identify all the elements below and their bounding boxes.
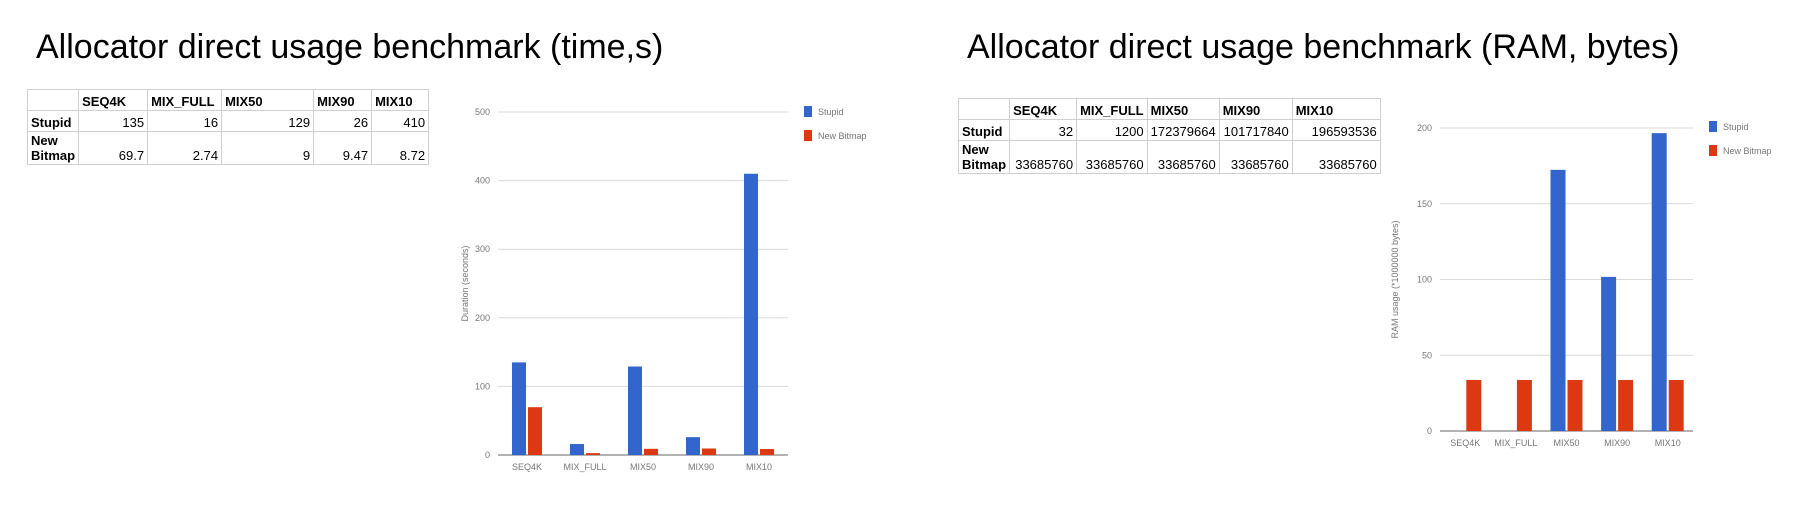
x-tick-label: MIX50 xyxy=(630,462,656,472)
legend-label: New Bitmap xyxy=(1723,146,1772,156)
table-cell: 26 xyxy=(313,110,373,132)
table-cell: 9 xyxy=(221,131,315,165)
time-bar-chart: 0 100 200 300 400 500 SEQ4K MIX_FULL MIX50 MIX90 M… xyxy=(460,106,867,472)
legend-swatch-stupid xyxy=(804,106,812,117)
legend-swatch-new-bitmap xyxy=(804,130,812,141)
table-header-cell: SEQ4K xyxy=(78,89,149,111)
bar-new-bitmap xyxy=(760,449,774,455)
y-tick-label: 100 xyxy=(475,381,490,391)
y-tick-label: 300 xyxy=(475,244,490,254)
y-tick-label: 400 xyxy=(475,176,490,186)
table-cell: 8.72 xyxy=(371,131,430,165)
table-header-cell: MIX90 xyxy=(1218,98,1293,120)
bar-new-bitmap xyxy=(702,448,716,455)
table-cell: 2.74 xyxy=(147,131,223,165)
row-label: Stupid xyxy=(26,110,80,132)
table-header-cell: MIX_FULL xyxy=(147,89,223,111)
bar-new-bitmap xyxy=(1668,379,1684,431)
table-header-row: SEQ4K MIX_FULL MIX50 MIX90 MIX10 xyxy=(26,89,430,111)
legend-swatch-stupid xyxy=(1709,121,1717,132)
y-tick-label: 0 xyxy=(485,450,490,460)
bar-new-bitmap xyxy=(1466,379,1482,431)
table-row: Stupid 135 16 129 26 410 xyxy=(26,110,430,132)
table-cell: 33685760 xyxy=(1076,140,1148,174)
table-header-cell: MIX50 xyxy=(221,89,315,111)
time-table: SEQ4K MIX_FULL MIX50 MIX90 MIX10 Stupid … xyxy=(26,89,430,165)
bar-new-bitmap xyxy=(1516,379,1532,431)
x-tick-label: MIX_FULL xyxy=(1494,438,1537,448)
bar-new-bitmap xyxy=(1618,379,1634,431)
y-tick-label: 150 xyxy=(1417,199,1432,209)
table-cell: 129 xyxy=(221,110,315,132)
y-tick-label: 100 xyxy=(1417,275,1432,285)
x-tick-label: MIX10 xyxy=(746,462,772,472)
y-tick-label: 200 xyxy=(1417,123,1432,133)
table-cell: 33685760 xyxy=(1146,140,1220,174)
bar-stupid xyxy=(1651,133,1667,431)
row-label: New Bitmap xyxy=(26,131,80,165)
bar-new-bitmap xyxy=(1567,379,1583,431)
table-row: New Bitmap 33685760 33685760 33685760 33… xyxy=(957,140,1381,174)
table-header-cell: SEQ4K xyxy=(1009,98,1078,120)
y-tick-label: 0 xyxy=(1427,426,1432,436)
table-cell: 16 xyxy=(147,110,223,132)
bar-stupid xyxy=(570,444,584,455)
x-tick-label: SEQ4K xyxy=(512,462,542,472)
x-tick-label: MIX_FULL xyxy=(563,462,606,472)
chart-title-ram: Allocator direct usage benchmark (RAM, b… xyxy=(967,28,1680,66)
bar-new-bitmap xyxy=(586,453,600,455)
table-header-cell: MIX90 xyxy=(313,89,373,111)
table-row: New Bitmap 69.7 2.74 9 9.47 8.72 xyxy=(26,131,430,165)
table-cell: 1200 xyxy=(1076,119,1148,141)
chart-title-time: Allocator direct usage benchmark (time,s… xyxy=(36,28,664,66)
row-label: New Bitmap xyxy=(957,140,1011,174)
table-header-cell xyxy=(26,89,80,111)
table-cell: 9.47 xyxy=(313,131,373,165)
table-header-cell: MIX10 xyxy=(1291,98,1381,120)
legend-label: New Bitmap xyxy=(818,131,867,141)
table-cell: 33685760 xyxy=(1291,140,1381,174)
bar-new-bitmap xyxy=(528,407,542,455)
ram-table: SEQ4K MIX_FULL MIX50 MIX90 MIX10 Stupid … xyxy=(957,98,1381,174)
bar-stupid xyxy=(686,437,700,455)
table-row: Stupid 32 1200 172379664 101717840 19659… xyxy=(957,119,1381,141)
table-header-cell: MIX10 xyxy=(371,89,430,111)
table-cell: 172379664 xyxy=(1146,119,1220,141)
row-label: Stupid xyxy=(957,119,1011,141)
bar-new-bitmap xyxy=(644,448,658,455)
table-header-row: SEQ4K MIX_FULL MIX50 MIX90 MIX10 xyxy=(957,98,1381,120)
y-tick-label: 500 xyxy=(475,107,490,117)
ram-bar-chart: 0 50 100 150 200 SEQ4K MIX_FULL MIX50 MIX90 MIX10… xyxy=(1390,121,1772,448)
bar-stupid xyxy=(628,366,642,455)
table-cell: 69.7 xyxy=(78,131,149,165)
table-cell: 33685760 xyxy=(1009,140,1078,174)
table-cell: 32 xyxy=(1009,119,1078,141)
x-tick-label: SEQ4K xyxy=(1450,438,1480,448)
x-tick-label: MIX50 xyxy=(1553,438,1579,448)
bar-stupid xyxy=(1601,276,1617,431)
y-axis-label: Duration (seconds) xyxy=(460,245,470,321)
table-header-cell: MIX_FULL xyxy=(1076,98,1148,120)
legend-label: Stupid xyxy=(1723,122,1749,132)
table-cell: 196593536 xyxy=(1291,119,1381,141)
table-cell: 33685760 xyxy=(1218,140,1293,174)
legend-swatch-new-bitmap xyxy=(1709,145,1717,156)
x-tick-label: MIX10 xyxy=(1655,438,1681,448)
bar-stupid xyxy=(744,173,758,455)
y-tick-label: 200 xyxy=(475,313,490,323)
y-tick-label: 50 xyxy=(1422,350,1432,360)
x-tick-label: MIX90 xyxy=(1604,438,1630,448)
table-header-cell xyxy=(957,98,1011,120)
table-cell: 101717840 xyxy=(1218,119,1293,141)
x-tick-label: MIX90 xyxy=(688,462,714,472)
bar-stupid xyxy=(512,362,526,455)
bar-stupid xyxy=(1550,169,1566,431)
table-cell: 135 xyxy=(78,110,149,132)
legend-label: Stupid xyxy=(818,107,844,117)
table-header-cell: MIX50 xyxy=(1146,98,1220,120)
table-cell: 410 xyxy=(371,110,430,132)
y-axis-label: RAM usage (*1000000 bytes) xyxy=(1390,220,1400,338)
